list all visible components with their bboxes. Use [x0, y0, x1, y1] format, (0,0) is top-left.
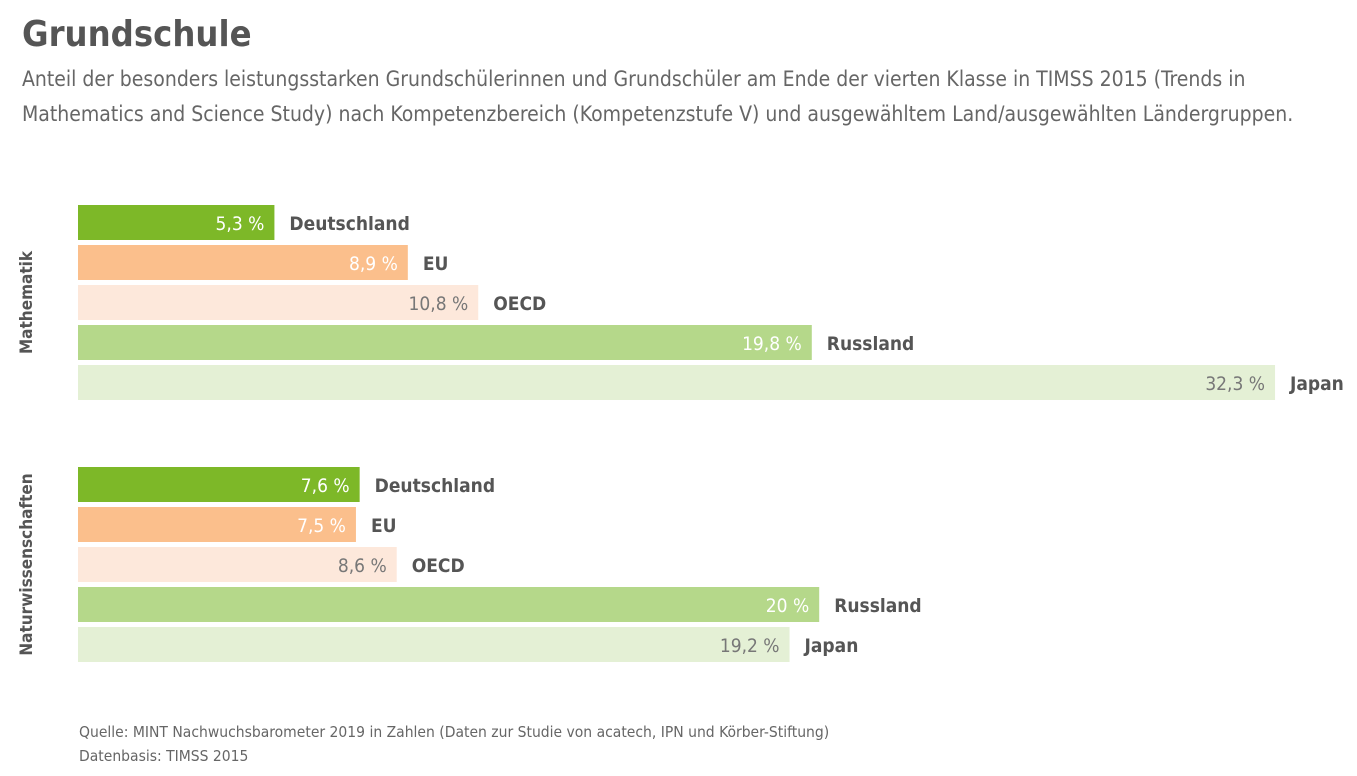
value-label: 10,8 % [409, 293, 469, 315]
value-label: 20 % [766, 595, 809, 617]
category-label: Deutschland [375, 475, 495, 497]
bar [78, 547, 397, 582]
bar [78, 285, 479, 320]
value-label: 8,6 % [338, 555, 387, 577]
group-label: Mathematik [17, 250, 37, 354]
value-label: 32,3 % [1205, 373, 1265, 395]
category-label: OECD [412, 555, 465, 577]
bar [78, 467, 360, 502]
value-label: 5,3 % [216, 213, 265, 235]
bar-chart: Mathematik 5,3 % Deutschland 8,9 % EU 10,8 % O… [17, 205, 1344, 662]
value-label: 7,5 % [297, 515, 346, 537]
bar [78, 507, 356, 542]
data-basis-line: Datenbasis: TIMSS 2015 [79, 747, 249, 765]
category-label: Russland [827, 333, 915, 355]
bar [78, 245, 408, 280]
group-label: Naturwissenschaften [17, 473, 37, 655]
value-label: 8,9 % [349, 253, 398, 275]
source-note: Quelle: MINT Nachwuchsbarometer 2019 in … [79, 720, 829, 768]
chart-subtitle: Anteil der besonders leistungsstarken Gr… [22, 67, 1294, 126]
value-label: 19,8 % [742, 333, 802, 355]
category-label: Japan [1289, 373, 1344, 395]
bar [78, 365, 1276, 400]
value-label: 19,2 % [720, 635, 780, 657]
bar [78, 205, 275, 240]
bar [78, 627, 790, 662]
category-label: Japan [804, 635, 859, 657]
category-label: Russland [834, 595, 922, 617]
bar [78, 587, 820, 622]
source-line: Quelle: MINT Nachwuchsbarometer 2019 in … [79, 723, 830, 741]
category-label: Deutschland [289, 213, 409, 235]
category-label: EU [423, 253, 449, 275]
value-label: 7,6 % [301, 475, 350, 497]
category-label: OECD [493, 293, 546, 315]
chart-title: Grundschule [22, 14, 252, 55]
category-label: EU [371, 515, 397, 537]
bar [78, 325, 812, 360]
